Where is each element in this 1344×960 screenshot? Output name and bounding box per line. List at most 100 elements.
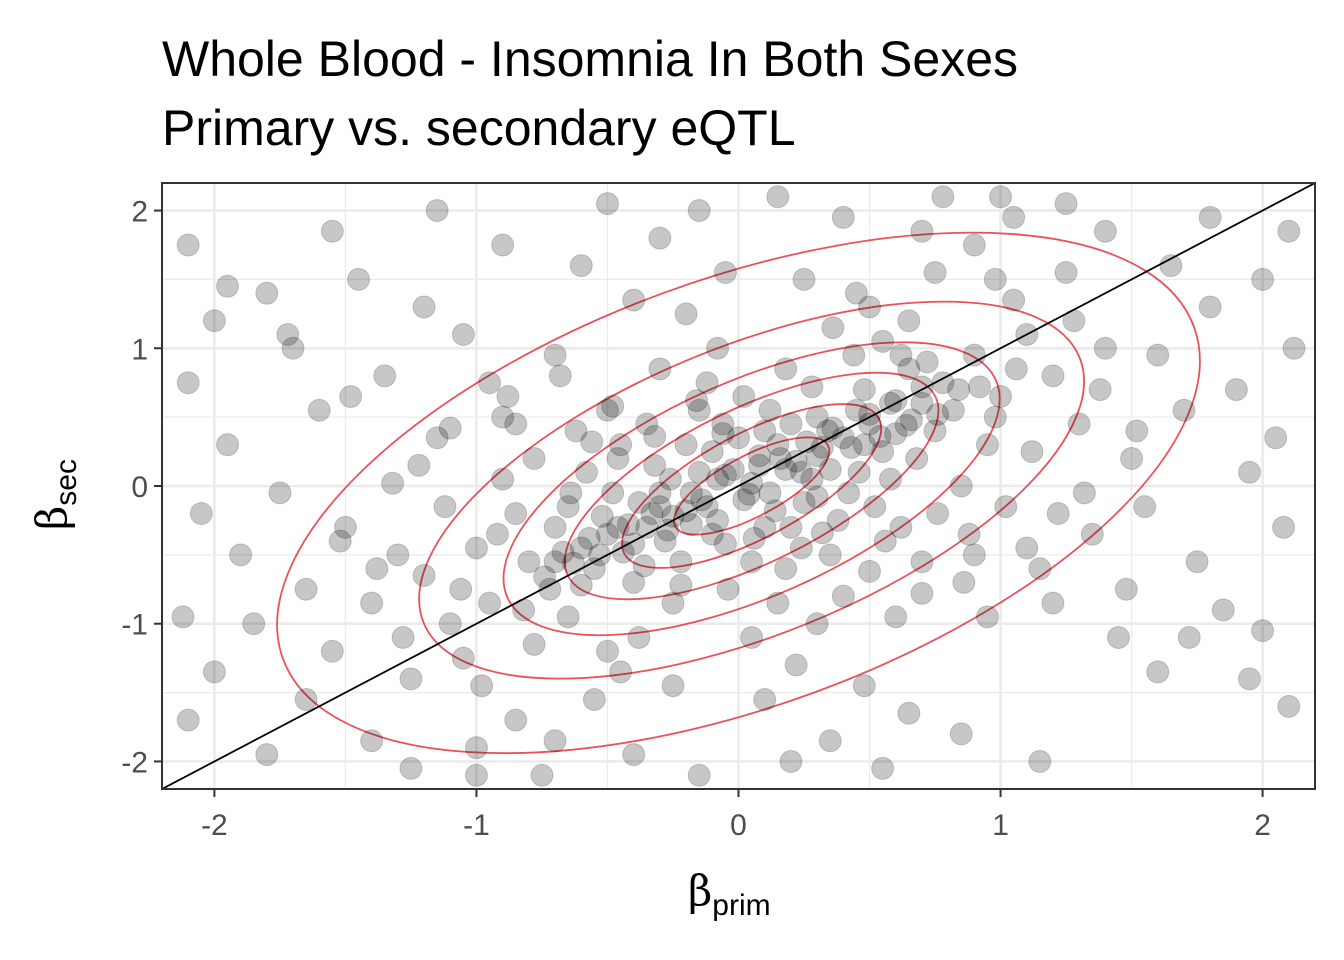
data-point [255,281,279,305]
data-point [852,378,876,402]
data-point [491,467,515,491]
data-point [674,302,698,326]
data-point [635,412,659,436]
data-point [740,626,764,649]
data-point [810,521,834,545]
data-point [910,550,934,574]
data-point [763,499,787,523]
data-point [653,529,677,553]
data-point [648,226,672,250]
identity-line [162,183,1315,789]
data-point [863,495,887,519]
data-point [818,729,842,753]
data-point [616,513,640,537]
data-point [1264,426,1288,450]
data-point [923,419,947,443]
data-point [957,522,981,546]
data-point [687,398,711,422]
data-point [847,460,871,484]
data-point [1177,626,1201,649]
data-point [732,488,756,512]
data-point [1277,219,1301,243]
data-point [947,378,971,402]
data-point [1028,557,1052,581]
data-point [789,460,813,484]
data-point [202,309,226,333]
data-point [818,543,842,567]
data-point [837,481,861,505]
data-point [347,267,371,291]
data-point [949,722,973,746]
data-point [438,612,462,636]
data-point [766,591,790,615]
data-point [687,763,711,787]
data-point [952,570,976,594]
data-point [818,457,842,481]
data-point [852,674,876,698]
data-point [774,557,798,581]
data-point [643,453,667,477]
data-point [747,444,771,468]
data-point [339,384,363,408]
data-point [695,371,719,395]
data-point [391,626,415,649]
data-point [1237,460,1261,484]
chart-title: Whole Blood - Insomnia In Both Sexes [162,31,1018,87]
data-point [464,736,488,760]
data-point [1146,343,1170,367]
data-point [595,192,619,216]
data-point [622,288,646,312]
data-point [805,405,829,429]
data-point [1251,267,1275,291]
data-point [975,433,999,457]
data-point [844,281,868,305]
data-point [504,412,528,436]
contour-line [418,300,1085,680]
data-point [478,591,502,615]
data-point [706,508,730,532]
data-point [601,394,625,418]
data-point [648,357,672,381]
y-axis-label: βsec [27,459,83,530]
data-point [412,295,436,319]
data-point [766,185,790,209]
y-tick-label: 2 [131,196,148,229]
data-point [609,660,633,684]
data-point [742,526,766,550]
data-point [425,199,449,223]
data-point [543,343,567,367]
data-point [658,467,682,491]
data-point [635,515,659,539]
data-point [543,550,567,574]
data-point [464,763,488,787]
data-point [784,653,808,677]
data-point [632,554,656,578]
data-point [656,518,680,542]
data-point [766,433,790,457]
data-point [878,467,902,491]
data-point [700,522,724,546]
data-point [884,605,908,629]
data-point [595,639,619,663]
data-point [522,446,546,470]
data-point [737,482,761,506]
x-axis: -2 -1 0 1 2 [201,789,1271,842]
data-point [333,515,357,539]
data-point [661,674,685,698]
data-point [1028,749,1052,773]
data-point [1172,398,1196,422]
data-point [687,460,711,484]
data-point [894,413,918,437]
data-point [753,687,777,711]
data-point [216,433,240,457]
data-point [1080,522,1104,546]
data-point [171,605,195,629]
x-tick-label: 2 [1254,809,1271,842]
data-point [758,481,782,505]
data-point [522,632,546,656]
data-point [1002,288,1026,312]
data-point [873,529,897,553]
data-point [588,543,612,567]
data-point [433,495,457,519]
data-point [871,329,895,353]
